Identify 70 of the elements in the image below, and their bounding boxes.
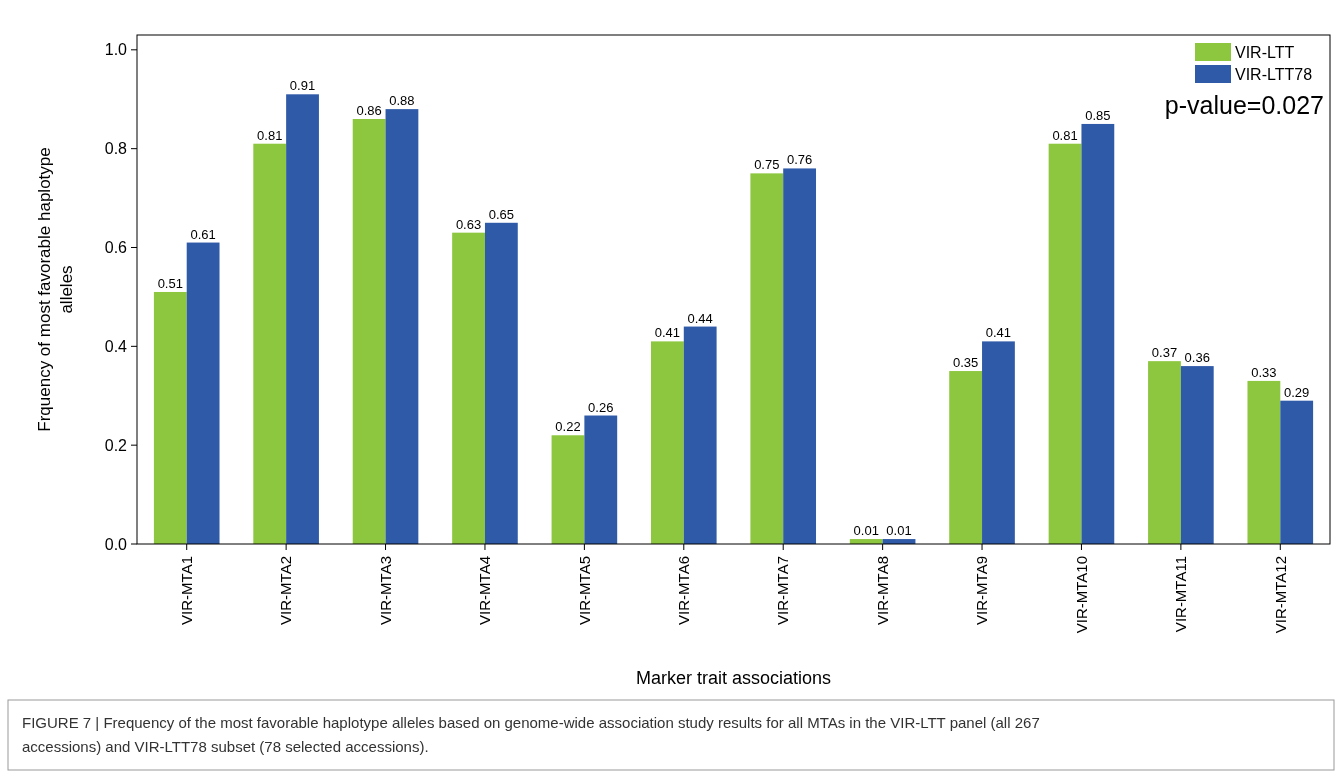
x-tick-label: VIR-MTA5 (575, 556, 593, 625)
x-tick-label: VIR-MTA2 (277, 556, 295, 625)
bar (484, 222, 518, 544)
x-tick-label: VIR-MTA3 (376, 556, 394, 625)
data-label: 0.35 (952, 355, 979, 371)
x-tick-label: VIR-MTA7 (774, 556, 792, 625)
data-label: 0.41 (985, 325, 1012, 341)
y-tick-label: 0.8 (104, 140, 128, 158)
bar (1148, 361, 1181, 544)
x-tick-label: VIR-MTA6 (675, 556, 693, 625)
x-tick-label: VIR-MTA8 (873, 556, 891, 625)
data-label: 0.29 (1284, 384, 1310, 400)
data-label: 0.33 (1251, 364, 1277, 380)
x-tick-label: VIR-MTA1 (177, 556, 195, 625)
bar (452, 232, 485, 544)
y-tick-label: 0.2 (104, 436, 128, 454)
data-label: 0.36 (1184, 350, 1210, 366)
bar (153, 291, 187, 544)
data-label: 0.41 (654, 325, 681, 341)
data-label: 0.81 (1052, 127, 1078, 143)
data-label: 0.76 (786, 152, 813, 168)
bar (750, 173, 784, 544)
bar (650, 341, 684, 544)
x-tick-label: VIR-MTA12 (1271, 556, 1289, 634)
data-label: 0.37 (1151, 345, 1178, 361)
annotation: p-value=0.027 (1164, 91, 1324, 119)
bar (683, 326, 717, 544)
bar (385, 109, 419, 544)
data-label: 0.81 (257, 127, 283, 143)
x-axis-title: Marker trait associations (635, 668, 832, 688)
bar (584, 415, 618, 544)
data-label: 0.85 (1085, 107, 1111, 123)
y-tick-label: 0.4 (104, 337, 128, 355)
bar (1081, 123, 1115, 544)
bar (1280, 400, 1314, 544)
data-label: 0.65 (488, 206, 515, 222)
x-tick-label: VIR-MTA9 (973, 556, 991, 625)
bar (186, 242, 220, 544)
data-label: 0.22 (555, 419, 581, 435)
data-label: 0.44 (687, 310, 713, 326)
data-label: 0.26 (588, 399, 614, 415)
bar (1180, 366, 1214, 544)
x-tick-label: VIR-MTA4 (476, 556, 494, 625)
data-label: 0.61 (190, 226, 216, 242)
bar (949, 371, 983, 544)
legend-label: VIR-LTT78 (1235, 65, 1313, 83)
bar (1247, 380, 1281, 544)
data-label: 0.86 (356, 103, 382, 119)
bar (352, 119, 386, 544)
data-label: 0.88 (389, 93, 415, 109)
data-label: 0.01 (853, 523, 879, 539)
y-tick-label: 0.6 (104, 239, 128, 257)
bar (1048, 143, 1082, 544)
y-tick-label: 0.0 (104, 535, 128, 553)
legend-label: VIR-LTT (1235, 43, 1295, 61)
y-axis-title: Frquency of most favorable haplotype alleles (35, 147, 76, 432)
data-label: 0.63 (455, 216, 482, 232)
bar (783, 168, 817, 544)
data-label: 0.91 (289, 78, 316, 94)
y-tick-label: 1.0 (104, 41, 128, 59)
bar (982, 341, 1015, 544)
data-label: 0.01 (886, 523, 912, 539)
bar (286, 94, 319, 544)
caption: FIGURE 7 | Frequency of the most favorable haplotype alleles based on genome-wide association study results for all MTAs in the VIR-LTT panel (all 267 accessions) and VIR-LTT78 subset (78 selected accessions). (22, 714, 1040, 755)
bar (253, 143, 287, 544)
x-tick-label: VIR-MTA11 (1172, 556, 1190, 633)
bar (551, 435, 585, 544)
data-label: 0.75 (754, 157, 780, 173)
data-label: 0.51 (157, 275, 183, 291)
x-tick-label: VIR-MTA10 (1072, 556, 1090, 634)
